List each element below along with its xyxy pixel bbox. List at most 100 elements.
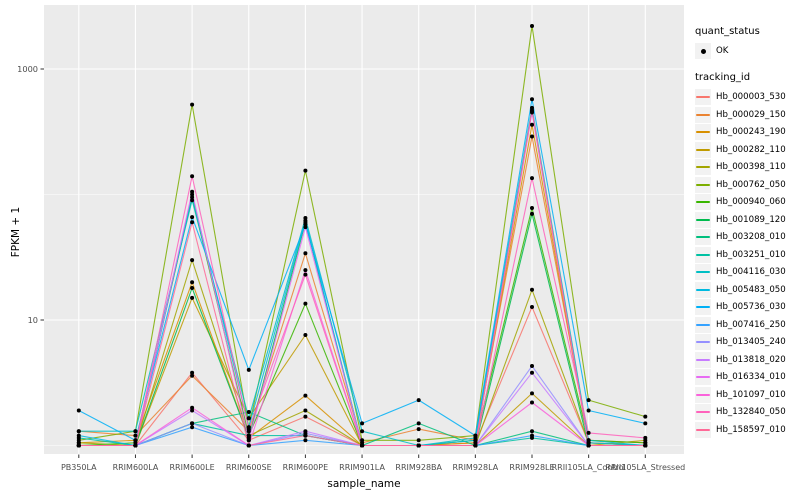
line-key-icon [695,351,711,368]
key-glyph [696,236,710,238]
x-tick-label: RRIM928LE [509,463,554,472]
legend-item-Hb_000029_150: Hb_000029_150 [695,106,799,123]
data-point [530,433,534,438]
data-point [190,408,195,413]
data-point [190,215,195,220]
data-point [190,220,195,225]
key-glyph [696,131,710,133]
data-point [530,364,534,368]
data-point [360,438,365,443]
data-point [586,398,591,403]
data-point [303,414,308,419]
data-point [303,225,308,230]
legend-item-label: Hb_016334_010 [716,372,786,382]
data-point [303,433,308,438]
legend-item-Hb_005483_050: Hb_005483_050 [695,281,799,298]
data-point [190,174,195,179]
data-point [530,97,534,102]
legend: quant_status OK tracking_id Hb_000003_53… [695,26,799,439]
data-point [586,443,591,448]
legend-item-label: Hb_000243_190 [716,127,786,137]
data-point [190,102,195,107]
data-point [303,333,308,337]
data-point [246,427,251,432]
data-point [303,218,308,223]
legend-item-Hb_003251_010: Hb_003251_010 [695,246,799,263]
legend-item-label: Hb_000940_060 [716,197,786,207]
legend-title-quant-status: quant_status [695,26,760,37]
line-key-icon [695,229,711,245]
line-key-icon [695,194,711,210]
legend-item-OK: OK [695,43,799,59]
legend-item-label: Hb_001089_120 [716,214,786,225]
key-glyph [696,358,710,361]
data-point [76,433,81,438]
data-point [586,430,591,435]
data-point [190,295,195,300]
data-point [190,195,195,200]
legend-item-label: Hb_000029_150 [716,109,786,120]
data-point [530,206,534,210]
line-key-icon [695,246,711,263]
line-key-icon [695,176,711,193]
key-glyph [696,183,710,186]
data-point [643,414,648,419]
data-point [416,443,421,448]
data-point [133,438,138,443]
data-point [246,416,251,421]
key-glyph [696,96,710,98]
data-point [530,400,534,405]
data-point [76,443,81,448]
key-glyph [696,323,710,326]
line-key-icon [695,281,711,298]
legend-item-Hb_000243_190: Hb_000243_190 [695,124,799,140]
x-tick-label: RRIM600LE [170,463,215,472]
legend-item-label: Hb_004116_030 [716,267,786,277]
data-point [303,408,308,413]
key-glyph [696,113,710,116]
data-point [303,301,308,306]
legend-item-Hb_013405_240: Hb_013405_240 [695,334,799,350]
y-tick-label: 10 [28,315,38,325]
y-tick-label: 1000 [17,64,38,74]
legend-item-Hb_004116_030: Hb_004116_030 [695,264,799,280]
legend-item-label: Hb_000398_110 [716,162,786,172]
data-point [303,222,308,227]
data-point [586,408,591,413]
key-glyph [696,218,710,221]
legend-item-label: Hb_007416_250 [716,319,786,330]
data-point [190,198,195,203]
data-point [530,287,534,292]
legend-item-label: Hb_132840_050 [716,407,786,417]
legend-item-label: Hb_005736_030 [716,302,786,312]
data-point [530,134,534,139]
key-glyph [696,393,710,396]
legend-item-label: Hb_013405_240 [716,337,786,347]
key-glyph [696,201,710,203]
data-point [530,108,534,113]
data-point [303,429,308,434]
line-key-icon [695,386,711,403]
legend-item-label: Hb_005483_050 [716,284,786,295]
data-point [303,268,308,273]
legend-item-Hb_000762_050: Hb_000762_050 [695,176,799,193]
x-tick-label: RRIM928BA [395,463,442,472]
x-axis-title: sample_name [327,478,401,490]
legend-item-Hb_003208_010: Hb_003208_010 [695,229,799,245]
data-point [246,443,251,448]
x-tick-label: RRIM600PE [283,463,329,472]
line-key-icon [695,124,711,140]
x-tick-label: RRIM600SE [226,463,272,472]
line-key-icon [695,404,711,420]
data-point [190,258,195,263]
legend-item-Hb_158597_010: Hb_158597_010 [695,421,799,438]
data-point [190,405,195,410]
data-point [530,391,534,396]
data-point [303,393,308,398]
legend-item-Hb_001089_120: Hb_001089_120 [695,211,799,228]
data-point [190,189,195,194]
data-point [76,429,81,434]
key-glyph [696,411,710,413]
data-point [133,429,138,434]
